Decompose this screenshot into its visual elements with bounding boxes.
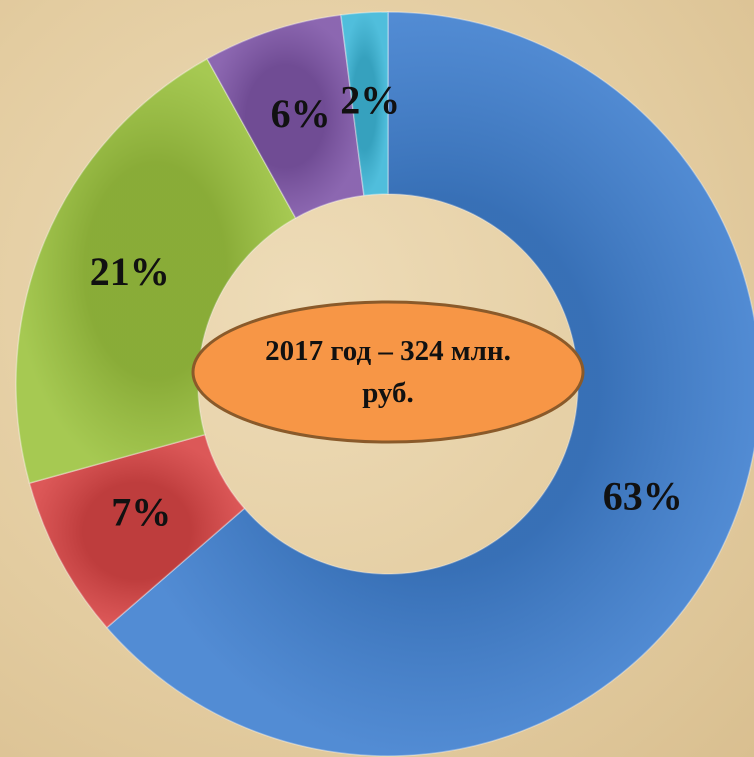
labels: 63% 7% 21% 6% 2%	[90, 78, 683, 535]
data-label: 2%	[340, 78, 400, 123]
data-label: 21%	[90, 249, 170, 294]
center-label: 2017 год – 324 млн. руб.	[265, 334, 511, 409]
center-ellipse	[191, 300, 585, 444]
data-label: 7%	[111, 489, 171, 534]
data-label: 63%	[603, 473, 683, 518]
data-label: 6%	[271, 91, 331, 136]
